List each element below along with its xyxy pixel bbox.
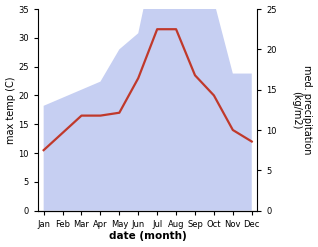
X-axis label: date (month): date (month) [109,231,187,242]
Y-axis label: max temp (C): max temp (C) [5,76,16,144]
Y-axis label: med. precipitation
(kg/m2): med. precipitation (kg/m2) [291,65,313,155]
